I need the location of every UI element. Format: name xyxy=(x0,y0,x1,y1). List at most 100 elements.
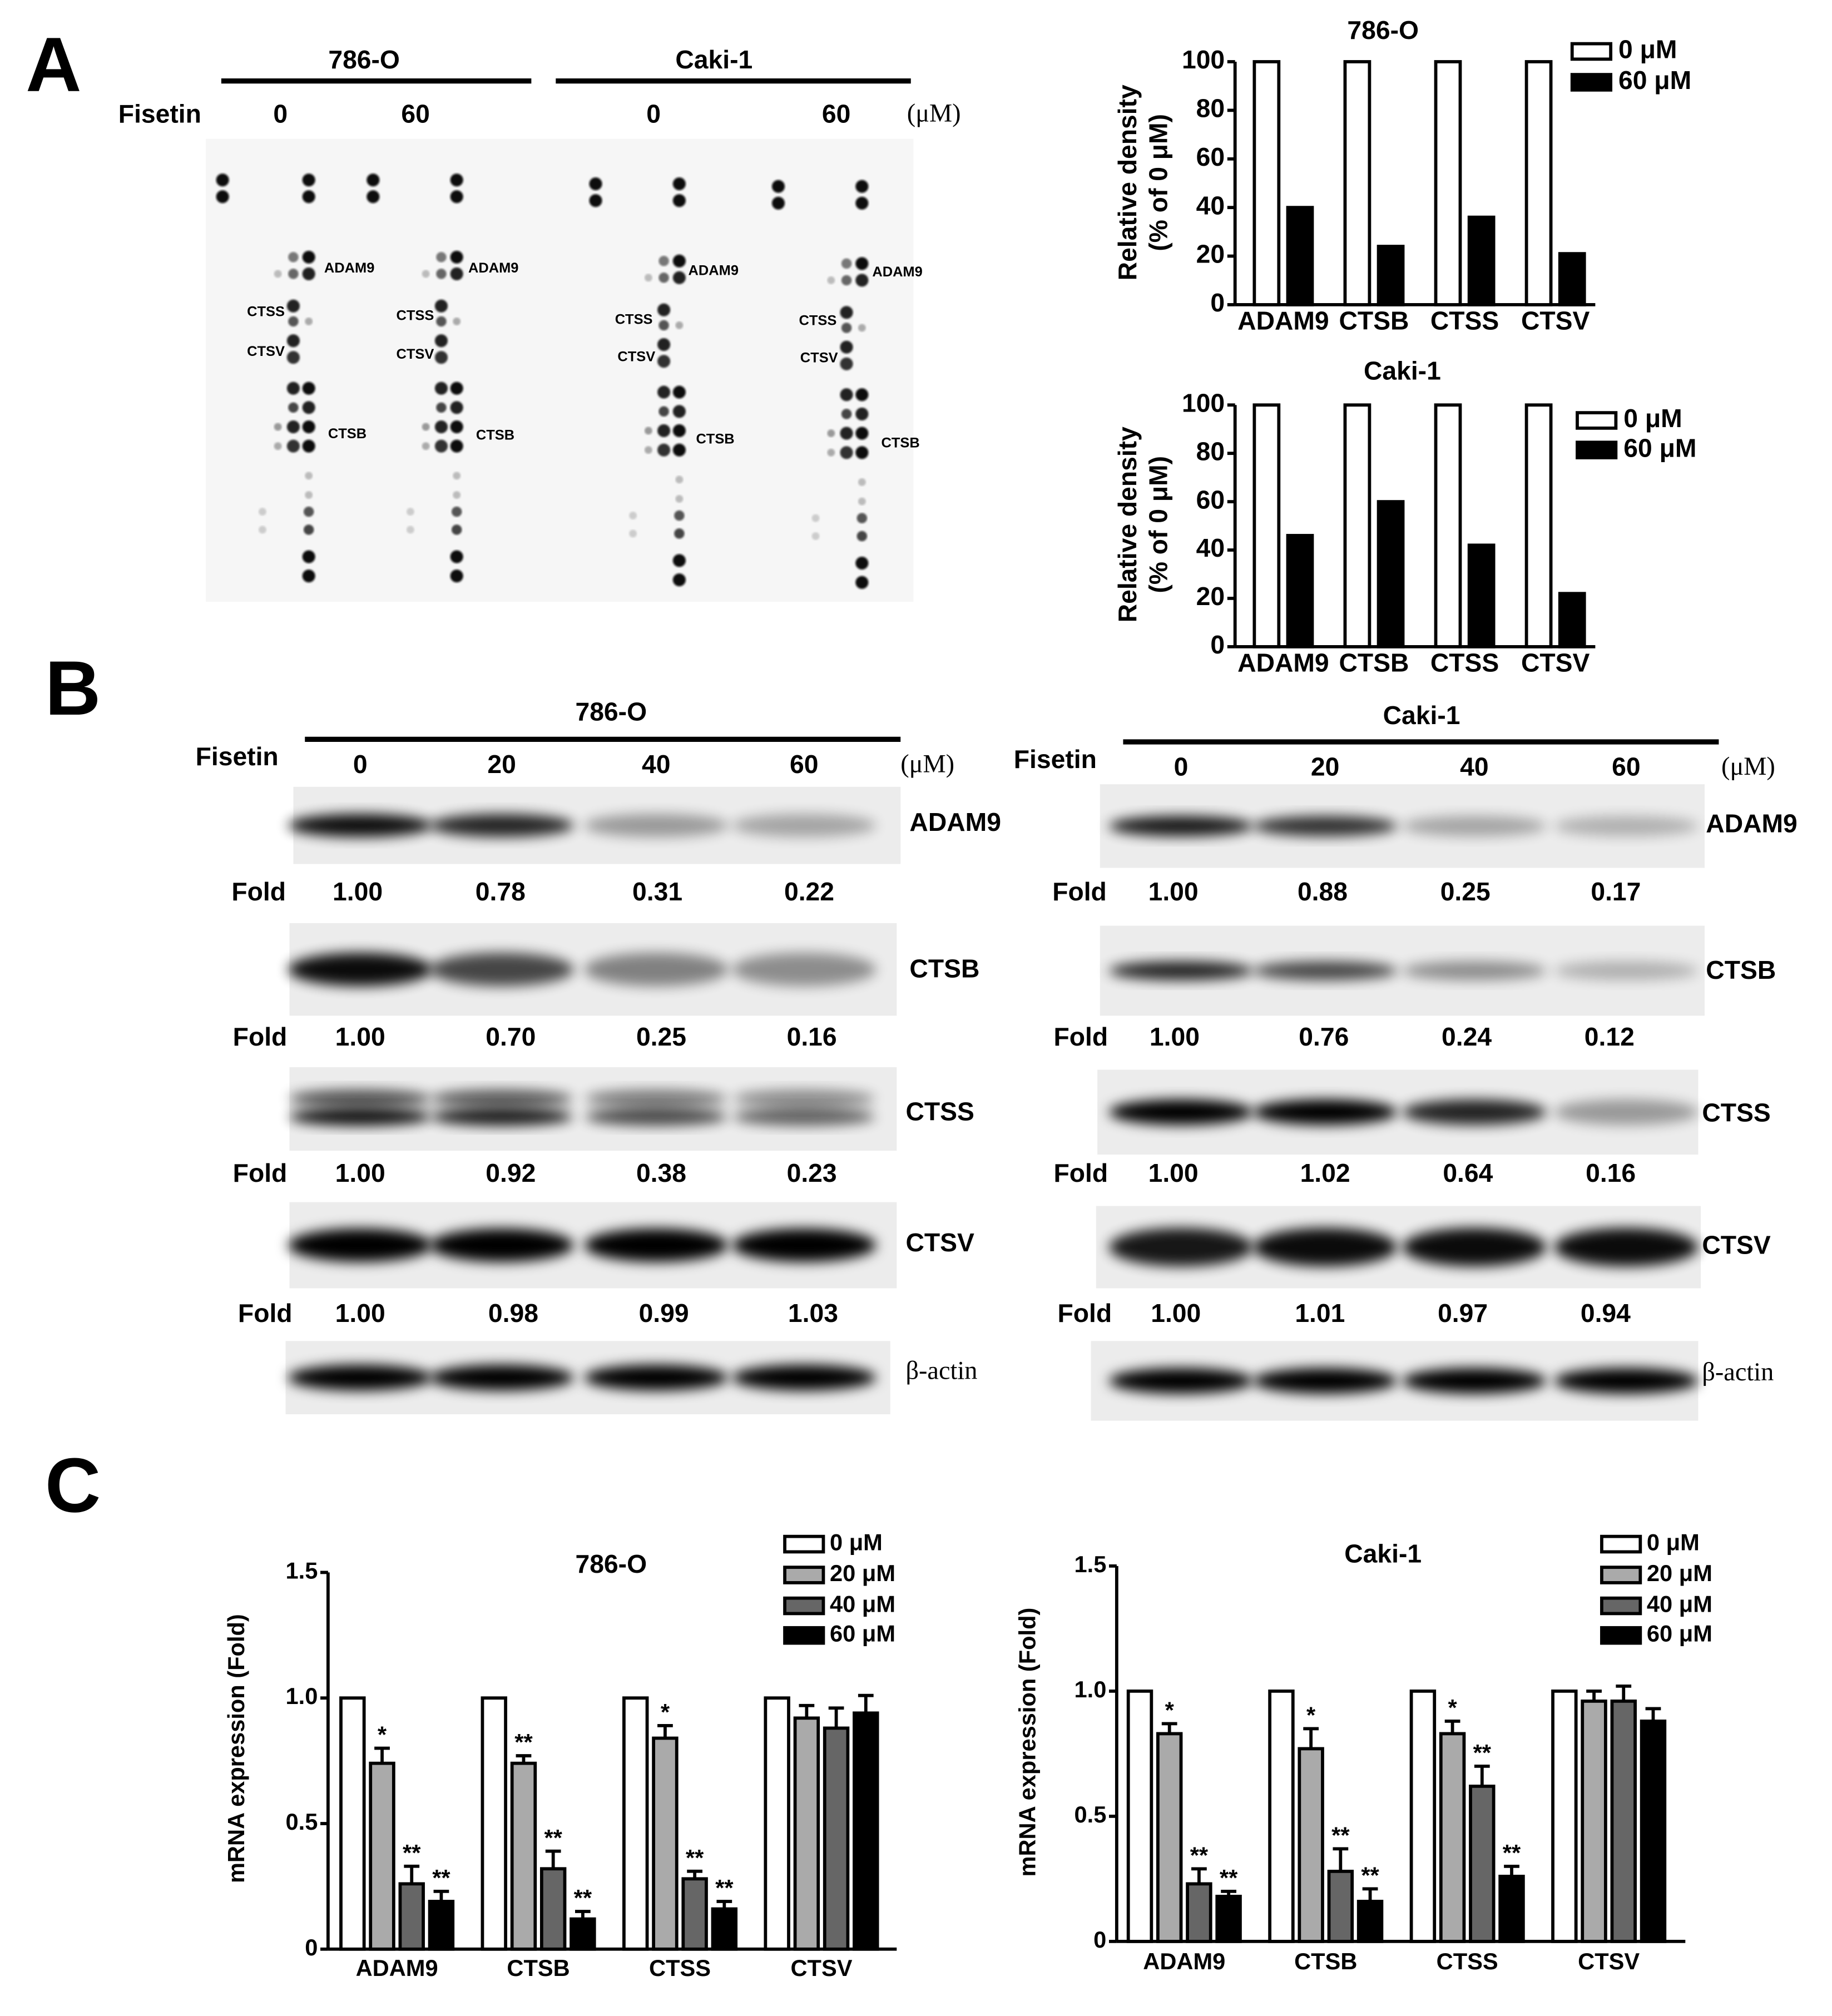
blot-band xyxy=(584,814,729,838)
chart-title: 786-O xyxy=(1347,16,1419,44)
error-bar xyxy=(433,1890,449,1901)
array-spot xyxy=(841,275,852,286)
array-spot xyxy=(450,550,463,563)
bar xyxy=(1434,403,1462,648)
array-spot xyxy=(657,355,671,368)
chart-title: Caki-1 xyxy=(1344,1539,1422,1568)
legend-swatch xyxy=(1570,42,1613,61)
blot-band xyxy=(430,1107,573,1126)
array-spot xyxy=(302,420,315,434)
blot-band xyxy=(1253,1368,1398,1394)
significance-label: ** xyxy=(686,1845,704,1871)
array-spot xyxy=(434,382,448,395)
fold-value: 0.16 xyxy=(787,1022,837,1051)
blot-band xyxy=(1554,1099,1699,1125)
array-spot xyxy=(288,252,299,262)
significance-label: * xyxy=(1165,1697,1175,1723)
error-bar xyxy=(1221,1890,1236,1896)
significance-label: * xyxy=(378,1722,387,1748)
protein-label: ADAM9 xyxy=(1706,809,1798,838)
array-spot xyxy=(302,250,315,264)
y-tick-label: 80 xyxy=(1196,94,1225,123)
bar xyxy=(1268,1689,1295,1943)
array-spot xyxy=(453,318,461,325)
fold-label: Fold xyxy=(233,1158,288,1187)
protein-label: CTSS xyxy=(1702,1098,1770,1127)
y-axis-label: mRNA expression (Fold) xyxy=(223,1614,249,1883)
bar xyxy=(1581,1699,1607,1943)
array-spot xyxy=(657,303,671,316)
array-spot xyxy=(672,254,686,268)
x-tick-label: ADAM9 xyxy=(1237,306,1329,335)
error-bar xyxy=(1586,1689,1602,1701)
spot-label: CTSB xyxy=(328,426,367,442)
spot-label: CTSV xyxy=(800,350,838,366)
array-spot xyxy=(855,446,869,459)
x-tick-label: CTSS xyxy=(1430,648,1499,677)
bar xyxy=(1377,500,1405,648)
y-tick-label: 1.0 xyxy=(286,1683,318,1709)
bar xyxy=(1434,60,1462,306)
bar xyxy=(1469,1784,1496,1943)
array-spot xyxy=(771,180,785,193)
array-spot xyxy=(841,409,852,419)
bar xyxy=(823,1726,850,1951)
array-spot xyxy=(672,385,686,399)
bar xyxy=(481,1696,507,1951)
y-tick-label: 0 xyxy=(305,1934,318,1960)
dose-label: 60 xyxy=(790,750,818,779)
bar xyxy=(1215,1895,1242,1943)
array-spot xyxy=(286,299,300,313)
bar xyxy=(539,1867,567,1951)
legend-swatch xyxy=(783,1596,825,1616)
spot-label: ADAM9 xyxy=(468,260,518,276)
blot-band xyxy=(732,814,877,838)
fold-value: 1.01 xyxy=(1295,1299,1345,1328)
fold-value: 0.31 xyxy=(632,877,682,906)
error-bar xyxy=(575,1910,591,1919)
protein-label: CTSV xyxy=(905,1228,974,1257)
protein-label: β-actin xyxy=(1702,1358,1774,1386)
spot-label: ADAM9 xyxy=(689,263,739,279)
fold-value: 0.25 xyxy=(1440,877,1491,906)
significance-label: ** xyxy=(514,1729,533,1755)
array-spot xyxy=(589,177,602,191)
protein-label: CTSB xyxy=(1706,955,1776,984)
blot-band xyxy=(1554,1368,1699,1394)
cell-line-label: 786-O xyxy=(328,45,400,74)
spot-label: CTSB xyxy=(696,431,734,447)
array-spot xyxy=(672,424,686,438)
spot-label: CTSV xyxy=(247,344,285,359)
treatment-label: Fisetin xyxy=(1014,745,1097,774)
legend-label: 0 μM xyxy=(1618,35,1677,64)
array-spot xyxy=(840,340,853,354)
x-tick-label: CTSS xyxy=(649,1955,711,1981)
array-spot xyxy=(811,532,820,540)
array-spot xyxy=(288,316,299,327)
bar xyxy=(1524,60,1553,306)
array-spot xyxy=(302,569,315,583)
legend-label: 0 μM xyxy=(1623,404,1682,433)
y-tick-label: 100 xyxy=(1182,388,1225,417)
y-tick-label: 60 xyxy=(1196,142,1225,171)
blot-band xyxy=(1554,1227,1699,1267)
array-spot xyxy=(451,506,462,517)
array-spot xyxy=(274,442,282,450)
blot-band xyxy=(584,953,729,987)
array-spot xyxy=(367,190,380,204)
x-tick-label: CTSV xyxy=(790,1955,852,1981)
blot-band xyxy=(732,1365,877,1391)
unit-label: (μM) xyxy=(1721,752,1775,781)
y-tick-label: 0 xyxy=(1210,288,1225,317)
fold-value: 0.24 xyxy=(1442,1022,1492,1051)
bar xyxy=(1610,1699,1637,1943)
blot-band xyxy=(429,953,574,987)
array-spot xyxy=(629,529,637,538)
bar xyxy=(1409,1689,1437,1943)
blot-band xyxy=(1402,1368,1547,1394)
x-tick-label: CTSV xyxy=(1521,648,1590,677)
array-spot xyxy=(305,472,313,480)
spot-label: CTSV xyxy=(617,349,655,364)
fold-value: 0.17 xyxy=(1591,877,1641,906)
legend-label: 0 μM xyxy=(830,1529,883,1556)
